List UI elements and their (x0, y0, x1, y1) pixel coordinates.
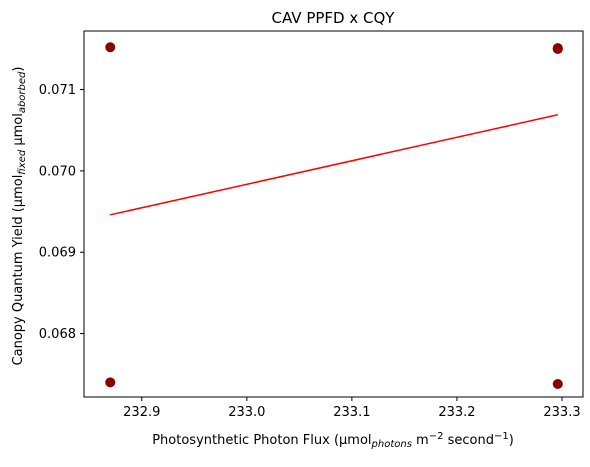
plot-area (105, 42, 563, 389)
x-axis-label-sup2: −1 (494, 431, 509, 442)
chart-title: CAV PPFD x CQY (272, 9, 396, 27)
x-tick-label-3: 233.2 (438, 405, 475, 420)
y-tick-label-0: 0.068 (39, 327, 76, 342)
x-tick-label-4: 233.3 (543, 405, 580, 420)
x-tick-label-2: 233.1 (333, 405, 370, 420)
x-axis-label-sup1: −2 (429, 431, 444, 442)
x-axis-label-mid: m (412, 433, 429, 448)
y-tick-label-2: 0.070 (39, 164, 76, 179)
data-point-0 (105, 42, 116, 53)
x-axis-label: Photosynthetic Photon Flux (µmolphotons … (152, 431, 514, 450)
y-tick-label-1: 0.069 (39, 246, 76, 261)
data-point-4 (552, 43, 563, 54)
fit-line (110, 114, 558, 216)
data-point-5 (552, 378, 563, 389)
x-axis-label-mid2: second (443, 433, 494, 448)
axes: 232.9 233.0 233.1 233.2 233.3 0.068 0.069 0.070… (39, 30, 584, 420)
y-axis-label-mid: µmol (11, 113, 26, 150)
x-axis-label-end: ) (509, 433, 514, 448)
y-tick-label-3: 0.071 (39, 83, 76, 98)
y-axis-label-sub1: fixed (17, 149, 28, 175)
y-axis-label-end: ) (11, 67, 26, 72)
x-tick-label-1: 233.0 (228, 405, 265, 420)
plot-frame (83, 30, 584, 398)
x-axis-label-base: Photosynthetic Photon Flux (µmol (152, 433, 371, 448)
y-axis-label-base: Canopy Quantum Yield (µmol (11, 175, 26, 366)
y-axis-label: Canopy Quantum Yield (µmolfixed µmolabor… (11, 67, 28, 366)
data-point-1 (105, 377, 116, 388)
x-tick-label-0: 232.9 (123, 405, 160, 420)
y-axis-label-sub2: aborbed (17, 71, 28, 113)
x-axis-label-sub: photons (371, 439, 412, 450)
